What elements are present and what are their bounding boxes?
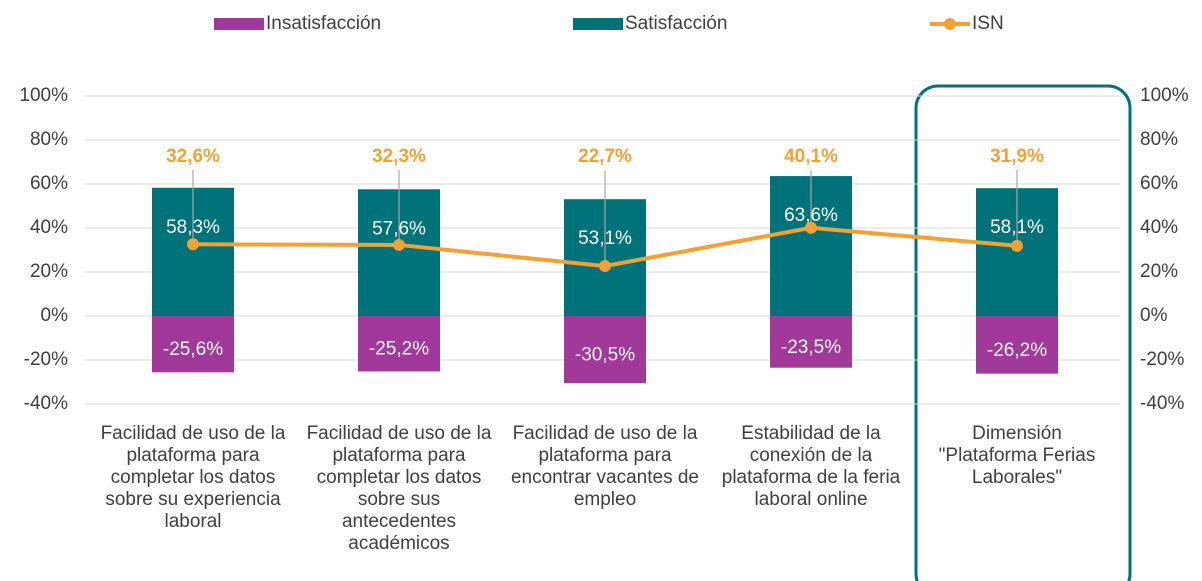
bar	[976, 316, 1058, 374]
data-label: 31,9%	[990, 146, 1044, 167]
y2-tick-label: 60%	[1140, 173, 1178, 194]
legend-label: Satisfacción	[625, 13, 727, 34]
y2-tick-label: -40%	[1140, 393, 1184, 414]
line-marker	[599, 260, 611, 273]
data-label: 22,7%	[578, 146, 632, 167]
data-label: 32,6%	[166, 146, 220, 167]
y-tick-label: 80%	[30, 129, 68, 150]
data-label: -26,2%	[987, 340, 1047, 361]
y-tick-label: 60%	[30, 173, 68, 194]
y-tick-label: 100%	[19, 85, 68, 106]
bar	[152, 316, 234, 373]
legend-label: ISN	[972, 13, 1004, 34]
y2-tick-label: 20%	[1140, 261, 1178, 282]
data-label: -23,5%	[781, 337, 841, 358]
y-tick-label: 0%	[41, 305, 69, 326]
data-label: 32,3%	[372, 146, 426, 167]
y-tick-label: -40%	[24, 393, 68, 414]
line-marker	[393, 238, 405, 251]
x-tick-label: Dimensión "Plataforma Ferias Laborales"	[938, 423, 1096, 488]
x-tick-label: Estabilidad de la conexión de la platafo…	[721, 423, 901, 510]
x-tick-label: Facilidad de uso de la plataforma para c…	[100, 423, 286, 532]
highlight-box	[914, 84, 1132, 581]
legend-label: Insatisfacción	[266, 13, 381, 34]
y2-tick-label: 40%	[1140, 217, 1178, 238]
legend-swatch	[573, 18, 623, 30]
data-label: -25,6%	[163, 339, 223, 360]
bar	[564, 316, 646, 384]
x-tick-label: Facilidad de uso de la plataforma para c…	[306, 423, 492, 554]
y2-tick-label: 0%	[1140, 305, 1168, 326]
data-label: -25,2%	[369, 339, 429, 360]
data-label: -30,5%	[575, 345, 635, 366]
bar	[770, 316, 852, 368]
y-tick-label: 40%	[30, 217, 68, 238]
line-marker	[187, 238, 199, 251]
y-tick-label: 20%	[30, 261, 68, 282]
y2-tick-label: 100%	[1140, 85, 1189, 106]
line-marker	[1011, 239, 1023, 252]
bar	[358, 316, 440, 372]
x-tick-label: Facilidad de uso de la plataforma para e…	[510, 423, 699, 510]
data-label: 40,1%	[784, 146, 838, 167]
legend-swatch	[214, 18, 264, 30]
y2-tick-label: 80%	[1140, 129, 1178, 150]
y2-tick-label: -20%	[1140, 349, 1184, 370]
legend-swatch	[944, 18, 956, 30]
y-tick-label: -20%	[24, 349, 68, 370]
line-marker	[805, 221, 817, 234]
